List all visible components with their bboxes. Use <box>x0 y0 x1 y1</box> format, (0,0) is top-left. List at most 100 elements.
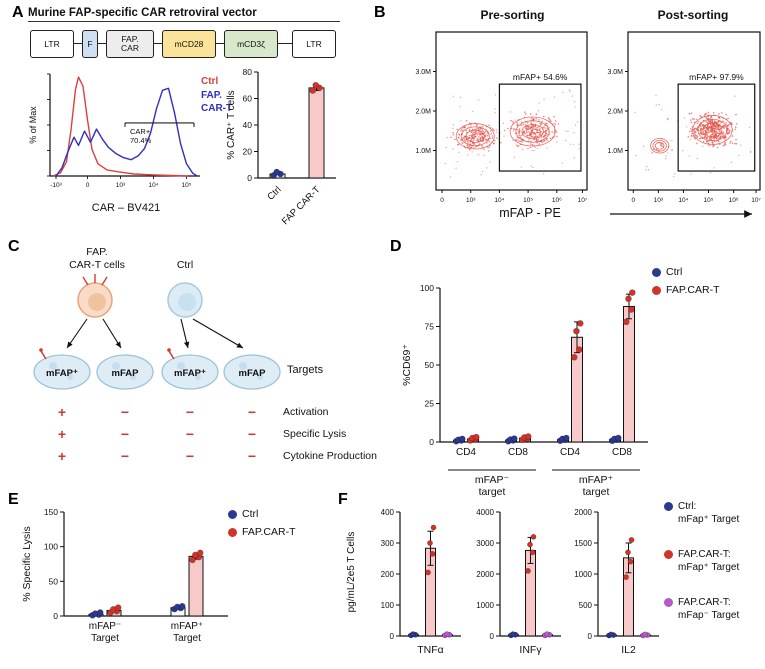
data-point <box>429 550 436 557</box>
car-t-cells-label-line: FAP. <box>86 246 108 258</box>
svg-text:0: 0 <box>86 182 90 189</box>
symbol-activation-2: − <box>120 404 130 420</box>
vector-box-label: F <box>87 38 93 49</box>
svg-text:mFAP⁺: mFAP⁺ <box>579 474 614 486</box>
svg-text:Ctrl: Ctrl <box>265 184 283 202</box>
symbol-lysis-1: + <box>57 426 67 442</box>
gate-label: CAR+ <box>130 127 151 136</box>
data-point <box>577 320 584 327</box>
svg-text:0: 0 <box>440 197 444 204</box>
data-point <box>623 574 629 580</box>
vector-box-label: LTR <box>44 38 60 49</box>
vector-box-label: CAR <box>121 43 139 53</box>
vector-box-ltr-3prime: LTR <box>292 30 336 58</box>
svg-text:mFAP⁻: mFAP⁻ <box>89 621 122 632</box>
car-expression-histogram: -10³ 0 10³ 10⁴ 10⁵ CAR+70.4% % of Max <box>28 73 200 189</box>
symbol-activation-4: − <box>247 404 257 420</box>
data-point <box>525 433 532 440</box>
legend-item-ctrl: Ctrl <box>228 508 258 520</box>
target-cell <box>223 354 281 390</box>
data-point <box>527 541 533 548</box>
vector-box-mcd3z: mCD3ζ <box>224 30 278 58</box>
cytokine-y-axis-label: pg/mL/2e5 T Cells <box>346 531 357 613</box>
gate-label: 70.4% <box>130 136 152 145</box>
data-point <box>544 631 550 638</box>
target-cell <box>96 354 154 390</box>
svg-text:TNFα: TNFα <box>417 644 443 656</box>
symbol-lysis-2: − <box>120 426 130 442</box>
legend-label: Ctrl <box>666 266 683 278</box>
svg-text:target: target <box>583 486 610 497</box>
svg-text:% of Max: % of Max <box>28 106 38 144</box>
data-point <box>629 289 636 296</box>
data-point <box>427 540 433 546</box>
gate-label: mFAP+ 97.9% <box>689 72 744 82</box>
data-point <box>425 569 431 576</box>
tnfa-bar-chart: 0 100 200 300 400 TNFα <box>381 508 461 656</box>
legend-label: FAP.CAR-T <box>242 526 296 538</box>
vector-box-ltr-5prime: LTR <box>30 30 74 58</box>
legend-item-car-mfap-neg: FAP.CAR-T: mFap⁻ Target <box>664 596 739 622</box>
svg-text:1.0M: 1.0M <box>607 148 623 155</box>
svg-text:40: 40 <box>243 120 253 130</box>
symbol-lysis-3: − <box>185 426 195 442</box>
svg-text:10³: 10³ <box>116 182 126 189</box>
car-receptor <box>101 276 108 286</box>
row-label-activation: Activation <box>283 406 329 418</box>
legend-dot-fap-car-t-neg <box>664 598 673 607</box>
symbol-cytokine-1: + <box>57 448 67 464</box>
svg-text:10⁷: 10⁷ <box>578 197 588 204</box>
row-label-specific-lysis: Specific Lysis <box>283 428 347 440</box>
data-point <box>573 327 580 335</box>
vector-box-f: F <box>82 30 98 58</box>
legend-dot-fap-car-t <box>228 527 237 537</box>
data-point <box>189 556 196 564</box>
legend-item-fap-car-t: FAP.CAR-T <box>228 526 295 538</box>
panel-a-label: A <box>12 4 24 21</box>
panel-d-label: D <box>390 238 402 255</box>
vector-box-mcd28: mCD28 <box>162 30 216 58</box>
histogram-curve <box>55 87 198 177</box>
symbol-cytokine-3: − <box>185 448 195 464</box>
legend-item-car-mfap-pos: FAP.CAR-T: mFap⁺ Target <box>664 548 739 574</box>
data-point <box>309 87 317 94</box>
legend-label: Ctrl <box>242 508 259 520</box>
car-receptor <box>82 276 89 286</box>
svg-text:CD8: CD8 <box>612 447 632 458</box>
target-cell-label: mFAP⁺ <box>46 368 78 379</box>
data-point <box>196 549 204 557</box>
data-point <box>642 631 648 638</box>
bar-car <box>188 555 204 617</box>
svg-text:3.0M: 3.0M <box>415 69 431 76</box>
svg-text:0: 0 <box>247 173 252 183</box>
svg-text:mFAP⁻: mFAP⁻ <box>475 474 510 486</box>
infg-bar-chart: 0 1000 2000 3000 4000 INFγ <box>476 508 561 656</box>
post-sorting-flow-plot: mFAP+ 97.9% 3.0M 2.0M 1.0M 0 10³ 10⁴ 10⁵ 10⁶ 10⁷ <box>607 31 761 204</box>
data-point <box>529 549 536 556</box>
data-point <box>473 433 480 441</box>
data-point <box>625 295 632 303</box>
legend-label: FAP.CAR-T <box>666 284 720 296</box>
experiment-schematic: mFAP⁺ mFAP mFAP⁺ mFAP <box>33 274 281 390</box>
svg-text:20: 20 <box>243 147 253 157</box>
legend-dot-fap-car-t <box>664 550 673 559</box>
hist-legend-fap: FAP. <box>201 90 222 101</box>
data-point <box>273 168 281 176</box>
svg-text:Target: Target <box>173 633 201 644</box>
symbol-cytokine-4: − <box>247 448 257 464</box>
svg-text:target: target <box>479 486 506 497</box>
svg-text:CD4: CD4 <box>456 447 476 458</box>
svg-text:25: 25 <box>425 399 435 409</box>
data-point <box>625 549 631 556</box>
svg-text:0: 0 <box>490 632 495 641</box>
svg-text:10⁶: 10⁶ <box>552 197 562 204</box>
data-point <box>312 81 320 89</box>
svg-text:1500: 1500 <box>574 539 592 548</box>
svg-text:3.0M: 3.0M <box>607 69 623 76</box>
panel-c-label: C <box>8 238 20 255</box>
svg-text:100: 100 <box>381 601 395 610</box>
histogram-x-axis-label: CAR – BV421 <box>91 202 161 214</box>
